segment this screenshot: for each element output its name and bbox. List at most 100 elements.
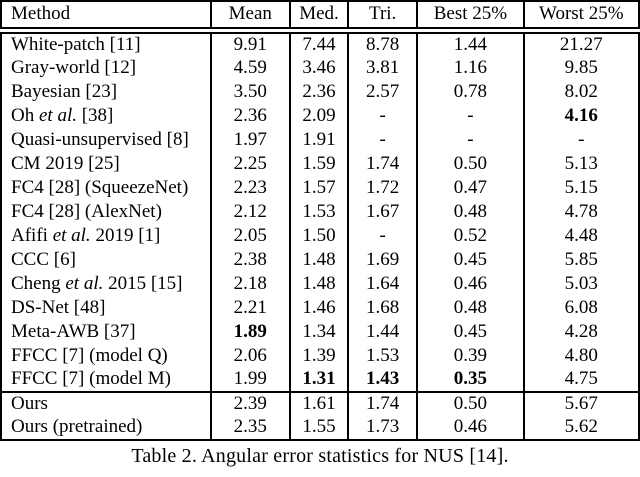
table-row: CM 2019 [25] 2.25 1.59 1.74 0.50 5.13 — [1, 151, 639, 176]
value-cell: - — [416, 103, 524, 128]
table-row: FFCC [7] (model Q) 2.06 1.39 1.53 0.39 4.80 — [1, 343, 639, 368]
value-cell: 2.39 — [209, 390, 290, 416]
value-cell: 0.46 — [416, 415, 524, 440]
method-cell: DS-Net [48] — [1, 296, 211, 320]
method-cell: Ours (pretrained) — [1, 416, 211, 440]
column-header: Tri. — [347, 1, 418, 34]
value-cell: 2.23 — [209, 175, 290, 200]
method-name-segment: Afifi — [11, 224, 53, 246]
value-cell: 1.53 — [347, 343, 418, 368]
value-cell: 21.27 — [522, 30, 639, 56]
value-cell: 3.46 — [288, 55, 349, 80]
value-cell: 2.21 — [209, 295, 290, 320]
value-cell: 7.44 — [288, 30, 349, 56]
method-cell: Bayesian [23] — [1, 80, 211, 104]
value-cell: 2.38 — [209, 247, 290, 272]
value-cell: 1.91 — [288, 127, 349, 152]
method-name-segment: Cheng — [11, 272, 66, 294]
value-cell: 0.50 — [416, 390, 524, 416]
table-row: White-patch [11] 9.91 7.44 8.78 1.44 21.27 — [1, 30, 639, 56]
value-cell: 2.06 — [209, 343, 290, 368]
value-cell: 9.91 — [209, 30, 290, 56]
table-row: Meta-AWB [37] 1.89 1.34 1.44 0.45 4.28 — [1, 319, 639, 344]
method-name-segment: Ours (pretrained) — [11, 416, 143, 437]
value-cell: 8.02 — [522, 79, 639, 104]
method-name-segment: Meta-AWB [37] — [11, 320, 136, 342]
value-cell: 1.34 — [288, 319, 349, 344]
method-cell: Afifi et al. 2019 [1] — [1, 224, 211, 248]
value-cell: 9.85 — [522, 55, 639, 80]
table-row: Ours (pretrained) 2.35 1.55 1.73 0.46 5.62 — [1, 415, 639, 440]
value-cell: 1.67 — [347, 199, 418, 224]
value-cell: 1.39 — [288, 343, 349, 368]
value-cell: 2.09 — [288, 103, 349, 128]
value-cell: 1.31 — [288, 367, 349, 392]
method-name-segment: FC4 [28] (AlexNet) — [11, 200, 162, 222]
table-row: CCC [6] 2.38 1.48 1.69 0.45 5.85 — [1, 247, 639, 272]
value-cell: 0.48 — [416, 199, 524, 224]
method-name-italic-segment: et al. — [38, 104, 77, 126]
table-row: Oh et al. [38] 2.36 2.09- -4.16 — [1, 103, 639, 128]
value-cell: 0.47 — [416, 175, 524, 200]
method-name-segment: CM 2019 [25] — [11, 152, 120, 174]
value-cell: 1.44 — [347, 319, 418, 344]
table-row: DS-Net [48] 2.21 1.46 1.68 0.48 6.08 — [1, 295, 639, 320]
value-cell: 1.57 — [288, 175, 349, 200]
method-cell: FC4 [28] (AlexNet) — [1, 200, 211, 224]
method-name-segment: White-patch [11] — [11, 33, 141, 55]
value-cell: - — [347, 127, 418, 152]
method-name-segment: Ours — [11, 393, 48, 415]
value-cell: 3.50 — [209, 79, 290, 104]
value-cell: 1.48 — [288, 271, 349, 296]
value-cell: 4.48 — [522, 223, 639, 248]
value-cell: 8.78 — [347, 30, 418, 56]
value-cell: 0.48 — [416, 295, 524, 320]
value-cell: 1.48 — [288, 247, 349, 272]
method-name-segment: 2019 [1] — [90, 224, 161, 246]
value-cell: - — [347, 223, 418, 248]
value-cell: 1.97 — [209, 127, 290, 152]
value-cell: 1.74 — [347, 151, 418, 176]
value-cell: - — [522, 127, 639, 152]
value-cell: 2.18 — [209, 271, 290, 296]
value-cell: 1.89 — [209, 319, 290, 344]
value-cell: 0.50 — [416, 151, 524, 176]
method-cell: FFCC [7] (model Q) — [1, 344, 211, 368]
column-header: Mean — [209, 1, 290, 34]
value-cell: 3.81 — [347, 55, 418, 80]
method-cell: Quasi-unsupervised [8] — [1, 128, 211, 152]
value-cell: 2.36 — [209, 103, 290, 128]
value-cell: 1.43 — [347, 367, 418, 392]
angular-error-table: Method Mean Med. Tri. Best 25% Worst 25% Whit… — [0, 0, 640, 441]
method-name-segment: Quasi-unsupervised [8] — [11, 128, 189, 150]
method-name-segment: [38] — [76, 104, 114, 126]
table-row: FC4 [28] (AlexNet) 2.12 1.53 1.67 0.48 4.78 — [1, 199, 639, 224]
table-header: Method Mean Med. Tri. Best 25% Worst 25% — [1, 1, 639, 34]
value-cell: 5.62 — [522, 415, 639, 440]
table-row: FFCC [7] (model M) 1.99 1.31 1.43 0.35 4.75 — [1, 367, 639, 392]
table-body-ours: Ours 2.39 1.61 1.74 0.50 5.67 Ours (pretrained… — [1, 390, 639, 440]
column-header: Med. — [288, 1, 349, 34]
value-cell: 5.15 — [522, 175, 639, 200]
value-cell: 1.44 — [416, 30, 524, 56]
table-caption: Table 2. Angular error statistics for NU… — [131, 444, 509, 467]
table-row: Afifi et al. 2019 [1] 2.05 1.50-0.52 4.48 — [1, 223, 639, 248]
value-cell: 1.46 — [288, 295, 349, 320]
table-row: FC4 [28] (SqueezeNet) 2.23 1.57 1.72 0.47 5.1… — [1, 175, 639, 200]
value-cell: 2.36 — [288, 79, 349, 104]
value-cell: 1.72 — [347, 175, 418, 200]
method-cell: Ours — [1, 390, 211, 416]
value-cell: 1.64 — [347, 271, 418, 296]
value-cell: 6.08 — [522, 295, 639, 320]
method-name-segment: Bayesian [23] — [11, 80, 118, 102]
value-cell: 2.25 — [209, 151, 290, 176]
column-header: Worst 25% — [522, 1, 639, 34]
value-cell: 0.39 — [416, 343, 524, 368]
table-row: Bayesian [23] 3.50 2.36 2.57 0.78 8.02 — [1, 79, 639, 104]
method-cell: Oh et al. [38] — [1, 104, 211, 128]
value-cell: 4.28 — [522, 319, 639, 344]
method-name-italic-segment: et al. — [52, 224, 91, 246]
value-cell: 0.46 — [416, 271, 524, 296]
value-cell: 4.59 — [209, 55, 290, 80]
